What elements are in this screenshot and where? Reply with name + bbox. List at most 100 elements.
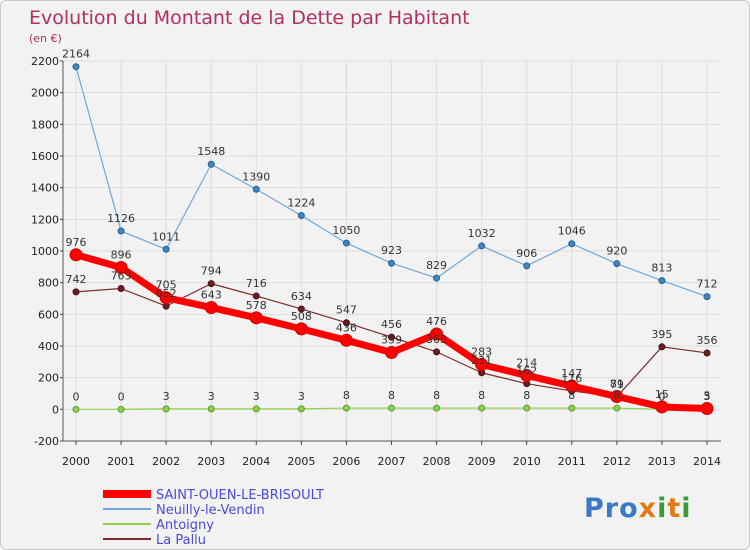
data-label: 359: [381, 333, 402, 346]
y-tick-label: 1000: [31, 245, 59, 258]
axes: -200020040060080010001200140016001800200…: [31, 55, 721, 468]
data-label: 1050: [332, 224, 360, 237]
x-tick-label: 2003: [197, 455, 225, 468]
data-label: 395: [651, 328, 672, 341]
data-label: 896: [111, 248, 132, 261]
data-label: 456: [381, 318, 402, 331]
data-label: 3: [298, 390, 305, 403]
data-labels: 2164 1126 1011 1548 1390 1224 1050 923 829 1032 90…: [62, 48, 718, 404]
data-point: [478, 404, 486, 412]
data-label: 3: [163, 390, 170, 403]
y-tick-label: 1400: [31, 182, 59, 195]
data-label: 923: [381, 244, 402, 257]
x-tick-label: 2001: [107, 455, 135, 468]
data-point: [207, 405, 215, 413]
data-label: 742: [66, 273, 87, 286]
data-point: [162, 405, 170, 413]
data-label: 0: [118, 390, 125, 403]
legend-label: La Pallu: [156, 533, 206, 548]
data-point: [72, 288, 80, 296]
data-label: 436: [336, 321, 357, 334]
x-tick-label: 2013: [648, 455, 676, 468]
data-point: [568, 240, 576, 248]
x-tick-label: 2008: [423, 455, 451, 468]
x-tick-label: 2007: [378, 455, 406, 468]
data-label: 813: [651, 262, 672, 275]
data-point: [117, 285, 125, 293]
data-label: 5: [704, 390, 711, 403]
data-label: 1032: [468, 227, 496, 240]
data-label: 634: [291, 290, 312, 303]
data-label: 3: [704, 390, 711, 403]
y-tick-label: 1200: [31, 213, 59, 226]
data-point: [520, 368, 534, 382]
data-label: 8: [343, 389, 350, 402]
data-point: [613, 260, 621, 268]
data-point: [294, 322, 308, 336]
data-label: 79: [610, 378, 624, 391]
x-tick-label: 2014: [693, 455, 721, 468]
data-point: [297, 405, 305, 413]
data-point: [297, 212, 305, 220]
x-tick-label: 2012: [603, 455, 631, 468]
data-label: 0: [658, 390, 665, 403]
data-point: [703, 349, 711, 357]
legend: SAINT-OUEN-LE-BRISOULTNeuilly-le-VendinA…: [103, 488, 324, 548]
data-point: [388, 333, 395, 341]
data-point: [297, 305, 305, 313]
data-label: 906: [516, 247, 537, 260]
data-point: [342, 319, 350, 327]
svg-text:Proxiti: Proxiti: [584, 493, 692, 524]
data-label: 8: [568, 389, 575, 402]
x-tick-label: 2002: [152, 455, 180, 468]
data-point: [72, 63, 80, 71]
data-point: [613, 404, 621, 412]
x-tick-label: 2005: [287, 455, 315, 468]
data-label: 643: [201, 289, 222, 302]
data-point: [252, 185, 260, 193]
data-label: 1390: [242, 170, 270, 183]
data-label: 1224: [287, 197, 315, 210]
data-point: [655, 400, 669, 414]
data-label: 8: [388, 389, 395, 402]
data-label: 363: [426, 333, 447, 346]
data-label: 652: [156, 287, 177, 300]
data-point: [433, 274, 441, 282]
y-tick-label: 1600: [31, 150, 59, 163]
data-point: [252, 405, 260, 413]
data-point: [207, 280, 215, 288]
data-point: [658, 277, 666, 285]
x-tick-label: 2011: [558, 455, 586, 468]
data-point: [703, 293, 711, 301]
y-tick-label: 200: [38, 372, 59, 385]
data-label: 476: [426, 315, 447, 328]
x-tick-label: 2000: [62, 455, 90, 468]
data-label: 0: [73, 390, 80, 403]
data-point: [478, 242, 486, 250]
data-label: 547: [336, 304, 357, 317]
data-point: [117, 227, 125, 235]
proxiti-logo: Proxiti: [584, 493, 692, 524]
y-tick-label: 1800: [31, 118, 59, 131]
y-tick-label: 0: [52, 403, 59, 416]
y-tick-label: 600: [38, 308, 59, 321]
data-label: 356: [697, 334, 718, 347]
data-point: [658, 343, 666, 351]
data-point: [249, 311, 263, 325]
x-tick-label: 2006: [332, 455, 360, 468]
data-point: [388, 404, 395, 412]
data-point: [252, 292, 260, 300]
data-point: [117, 405, 125, 413]
data-label: 3: [253, 390, 260, 403]
data-label: 8: [478, 389, 485, 402]
data-point: [69, 248, 83, 262]
data-label: 920: [606, 245, 627, 258]
data-label: 716: [246, 277, 267, 290]
data-label: 8: [523, 389, 530, 402]
data-label: 829: [426, 259, 447, 272]
x-tick-label: 2004: [242, 455, 270, 468]
data-label: 116: [561, 372, 582, 385]
data-label: 8: [433, 389, 440, 402]
data-label: 705: [156, 279, 177, 292]
